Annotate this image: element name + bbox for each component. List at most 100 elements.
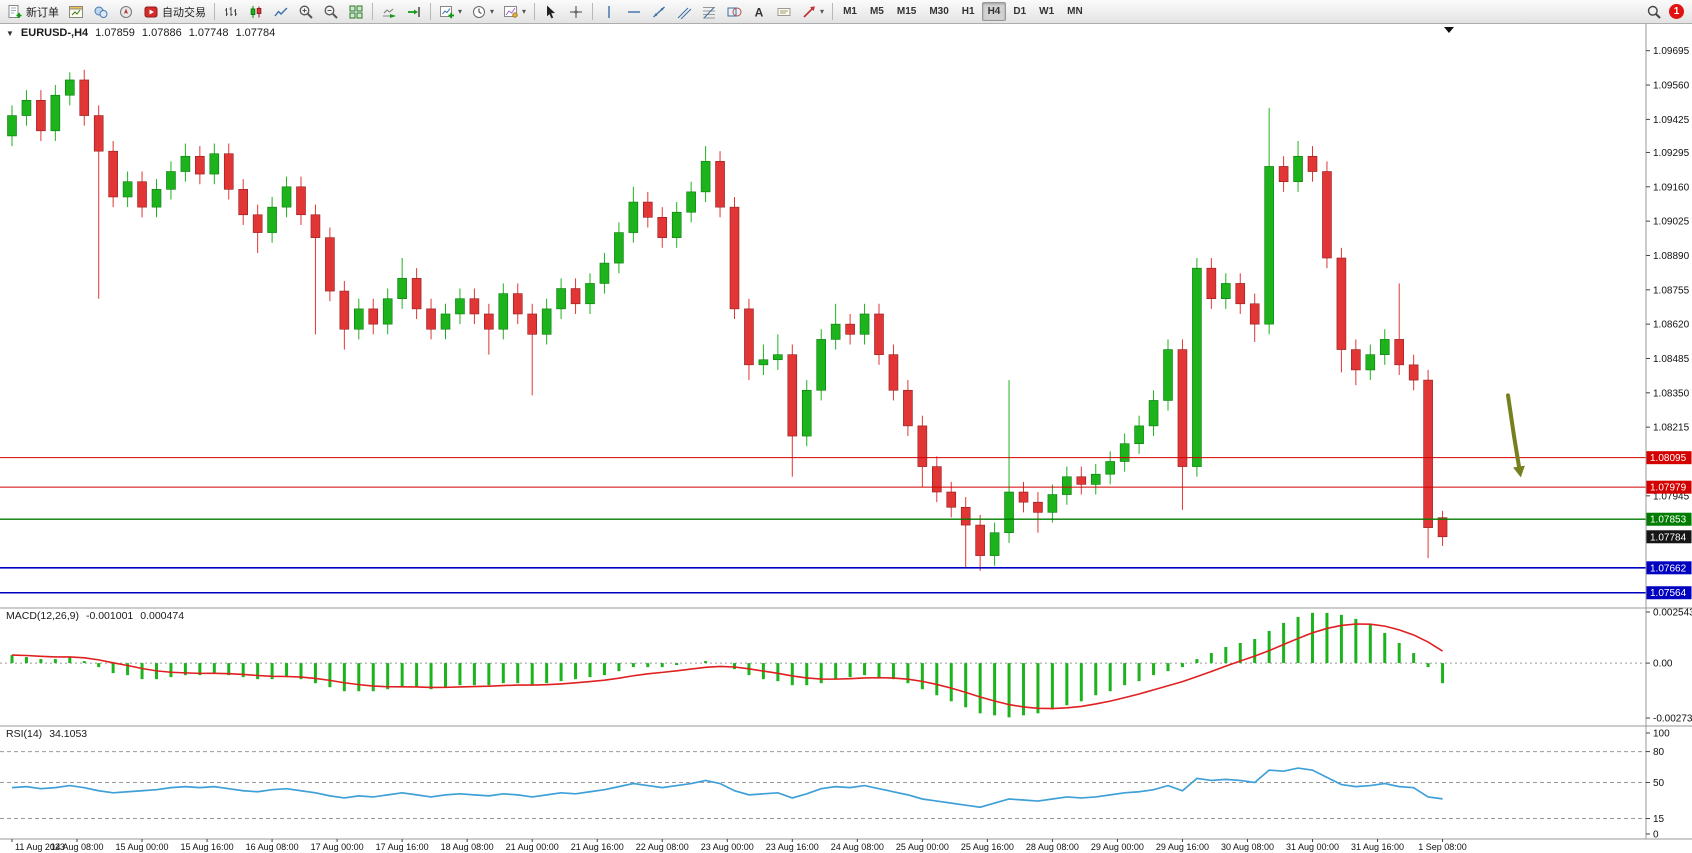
svg-text:23 Aug 00:00: 23 Aug 00:00 xyxy=(701,842,754,852)
svg-text:0: 0 xyxy=(1653,830,1659,841)
templates-button[interactable]: ▾ xyxy=(499,1,530,22)
new-order-label: 新订单 xyxy=(26,6,59,19)
candlestick-layer[interactable] xyxy=(7,69,1448,571)
new-order-button[interactable]: 新订单 xyxy=(3,1,63,22)
macd-layer[interactable] xyxy=(0,612,1646,718)
line-chart-button[interactable] xyxy=(269,1,293,22)
svg-text:25 Aug 00:00: 25 Aug 00:00 xyxy=(896,842,949,852)
svg-text:50: 50 xyxy=(1653,778,1665,789)
bar-chart-icon xyxy=(225,6,237,16)
timeframe-button-d1[interactable]: D1 xyxy=(1007,2,1032,21)
svg-text:1.07564: 1.07564 xyxy=(1650,588,1687,599)
toolbar-separator xyxy=(832,3,834,20)
autotrade-button[interactable]: 自动交易 xyxy=(139,1,210,22)
vertical-line-tool-button[interactable] xyxy=(597,1,621,22)
chart-canvas[interactable]: 1.09695 1.09560 1.09425 1.09295 1.09160 1.090… xyxy=(0,24,1692,853)
svg-text:1.07853: 1.07853 xyxy=(1650,515,1687,526)
new-chart-button[interactable] xyxy=(64,1,88,22)
cursor-icon xyxy=(547,5,556,18)
channel-icon xyxy=(677,7,692,19)
shapes-icon xyxy=(727,7,742,16)
notification-badge[interactable]: 1 xyxy=(1669,4,1684,19)
text-icon: A xyxy=(755,5,764,19)
svg-text:1.08890: 1.08890 xyxy=(1653,251,1690,262)
cursor-button[interactable] xyxy=(539,1,563,22)
template-icon xyxy=(504,5,518,18)
price-axis[interactable]: 1.09695 1.09560 1.09425 1.09295 1.09160 1.090… xyxy=(1646,46,1692,841)
periods-button[interactable]: ▾ xyxy=(467,1,498,22)
zoom-out-icon xyxy=(324,5,338,19)
timeframe-button-w1[interactable]: W1 xyxy=(1033,2,1060,21)
timeframe-button-mn[interactable]: MN xyxy=(1061,2,1089,21)
bar-chart-button[interactable] xyxy=(219,1,243,22)
svg-text:21 Aug 16:00: 21 Aug 16:00 xyxy=(571,842,624,852)
svg-text:1.07784: 1.07784 xyxy=(1650,532,1687,543)
svg-text:29 Aug 16:00: 29 Aug 16:00 xyxy=(1156,842,1209,852)
timeframe-button-m30[interactable]: M30 xyxy=(923,2,954,21)
annotation-arrow[interactable] xyxy=(1506,393,1525,478)
chevron-down-icon: ▾ xyxy=(820,6,825,16)
last-bar-marker xyxy=(1444,27,1454,33)
text-label-icon xyxy=(777,7,791,16)
svg-text:25 Aug 16:00: 25 Aug 16:00 xyxy=(961,842,1014,852)
svg-text:1.08755: 1.08755 xyxy=(1653,285,1690,296)
horizontal-line-objects[interactable] xyxy=(0,457,1646,594)
new-order-icon xyxy=(8,4,22,18)
text-label-tool-button[interactable] xyxy=(772,1,796,22)
crosshair-icon xyxy=(570,5,583,18)
svg-text:1.09295: 1.09295 xyxy=(1653,148,1690,159)
svg-text:31 Aug 16:00: 31 Aug 16:00 xyxy=(1351,842,1404,852)
toolbar-separator xyxy=(592,3,594,20)
fibonacci-tool-button[interactable] xyxy=(697,1,721,22)
market-watch-button[interactable] xyxy=(89,1,113,22)
market-watch-icon xyxy=(94,6,108,18)
auto-scroll-icon xyxy=(383,8,396,18)
timeframe-button-m15[interactable]: M15 xyxy=(891,2,922,21)
svg-text:16 Aug 08:00: 16 Aug 08:00 xyxy=(246,842,299,852)
toolbar-separator xyxy=(430,3,431,20)
svg-text:1.08350: 1.08350 xyxy=(1653,388,1690,399)
svg-text:11 Aug 2023: 11 Aug 2023 xyxy=(15,842,65,852)
chart-shift-button[interactable] xyxy=(402,1,426,22)
svg-text:0.002543: 0.002543 xyxy=(1653,608,1692,619)
shapes-tool-button[interactable] xyxy=(722,1,746,22)
svg-text:31 Aug 00:00: 31 Aug 00:00 xyxy=(1286,842,1339,852)
tile-windows-button[interactable] xyxy=(344,1,368,22)
channel-tool-button[interactable] xyxy=(672,1,696,22)
zoom-out-button[interactable] xyxy=(319,1,343,22)
indicators-button[interactable]: ▾ xyxy=(435,1,466,22)
vertical-line-icon xyxy=(608,5,610,18)
svg-text:1 Sep 08:00: 1 Sep 08:00 xyxy=(1418,842,1467,852)
crosshair-button[interactable] xyxy=(564,1,588,22)
svg-text:29 Aug 00:00: 29 Aug 00:00 xyxy=(1091,842,1144,852)
toolbar-separator xyxy=(214,3,215,20)
search-button[interactable] xyxy=(1642,1,1666,22)
rsi-layer[interactable] xyxy=(0,751,1646,820)
arrow-tool-icon xyxy=(803,5,815,18)
zoom-in-button[interactable] xyxy=(294,1,318,22)
search-icon xyxy=(1647,5,1661,19)
svg-text:17 Aug 00:00: 17 Aug 00:00 xyxy=(311,842,364,852)
auto-scroll-button[interactable] xyxy=(377,1,401,22)
timeframe-button-h4[interactable]: H4 xyxy=(981,2,1007,21)
autotrade-icon xyxy=(144,6,158,17)
text-tool-button[interactable]: A xyxy=(747,1,771,22)
arrows-tool-button[interactable]: ▾ xyxy=(797,1,828,22)
collapse-triangle-icon[interactable]: ▼ xyxy=(6,29,14,38)
navigator-icon xyxy=(120,5,132,18)
timeframe-button-m5[interactable]: M5 xyxy=(864,2,890,21)
svg-text:A: A xyxy=(755,5,764,19)
svg-text:18 Aug 08:00: 18 Aug 08:00 xyxy=(441,842,494,852)
timeframe-button-m1[interactable]: M1 xyxy=(837,2,863,21)
horizontal-line-tool-button[interactable] xyxy=(622,1,646,22)
timeframe-button-h1[interactable]: H1 xyxy=(956,2,981,21)
trendline-tool-button[interactable] xyxy=(647,1,671,22)
svg-text:1.07979: 1.07979 xyxy=(1650,483,1687,494)
new-chart-icon xyxy=(69,5,83,18)
candlestick-chart-button[interactable] xyxy=(244,1,268,22)
navigator-button[interactable] xyxy=(114,1,138,22)
candlestick-chart-icon xyxy=(250,5,262,18)
line-chart-icon xyxy=(274,7,288,16)
